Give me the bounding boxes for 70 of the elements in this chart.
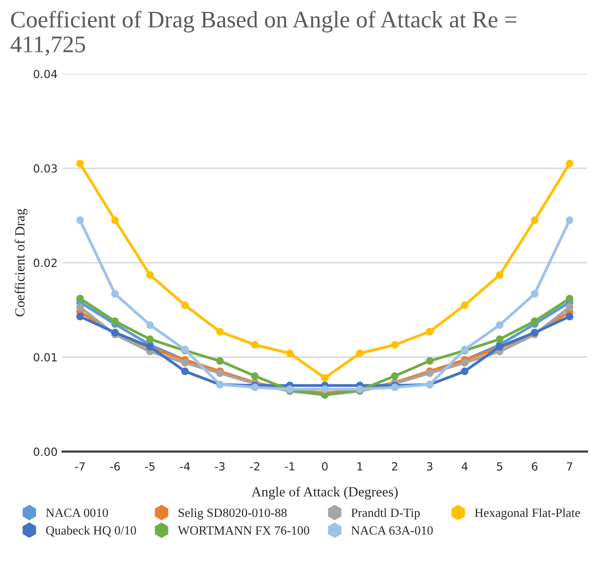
point xyxy=(111,290,119,298)
x-tick-label: -6 xyxy=(110,462,120,471)
point xyxy=(146,271,154,279)
point xyxy=(566,303,574,311)
point xyxy=(530,317,538,326)
point xyxy=(111,317,119,326)
point xyxy=(76,312,84,320)
x-tick-label: 6 xyxy=(532,462,538,471)
point xyxy=(426,357,434,365)
point xyxy=(251,372,259,380)
point xyxy=(76,294,84,302)
legend-label: WORTMANN FX 76-100 xyxy=(178,526,310,535)
point xyxy=(76,160,84,168)
point xyxy=(496,271,504,279)
point xyxy=(76,216,84,224)
point xyxy=(356,350,364,358)
x-tick-label: -7 xyxy=(75,462,85,470)
point xyxy=(76,303,84,311)
point xyxy=(460,358,468,367)
point xyxy=(216,328,224,336)
point xyxy=(181,358,189,367)
point xyxy=(146,335,154,344)
chart-title: Coefficient of Drag Based on Angle of Attack at Re = 411,725 xyxy=(10,10,516,56)
point xyxy=(181,367,189,376)
x-tick-label: 5 xyxy=(496,462,502,471)
x-tick-label: -2 xyxy=(250,462,260,470)
x-tick-label: 2 xyxy=(392,462,398,470)
x-tick-label: -1 xyxy=(284,462,294,470)
point xyxy=(390,372,399,380)
x-tick-label: 4 xyxy=(462,462,468,470)
point xyxy=(286,350,294,358)
y-tick-label: 0.01 xyxy=(34,353,57,362)
point xyxy=(530,216,538,224)
legend-label: Quabeck HQ 0/10 xyxy=(46,526,136,537)
point xyxy=(496,321,504,329)
point xyxy=(321,385,329,394)
point xyxy=(460,367,468,376)
legend-label: Hexagonal Flat-Plate xyxy=(474,508,580,520)
point xyxy=(251,341,259,349)
y-tick-label: 0.02 xyxy=(34,258,57,268)
point xyxy=(146,321,154,329)
x-tick-label: 7 xyxy=(566,462,572,470)
y-tick-label: 0.04 xyxy=(34,70,58,78)
point xyxy=(566,160,574,168)
point xyxy=(566,312,574,320)
legend-label: NACA 0010 xyxy=(46,508,108,518)
x-tick-label: 1 xyxy=(357,462,362,470)
y-axis-title: Coefficient of Drag xyxy=(14,208,28,316)
x-axis-title: Angle of Attack (Degrees) xyxy=(251,486,398,500)
y-tick-label: 0.03 xyxy=(34,164,57,173)
x-tick-label: -5 xyxy=(145,462,155,471)
point xyxy=(181,301,189,310)
point xyxy=(460,301,468,310)
point xyxy=(496,335,504,344)
x-tick-label: -4 xyxy=(180,462,190,470)
point xyxy=(530,290,538,298)
point xyxy=(426,328,434,336)
x-tick-label: 0 xyxy=(322,462,328,471)
point xyxy=(566,216,574,224)
point xyxy=(566,294,574,302)
point xyxy=(111,216,119,224)
legend-label: Prandtl D-Tip xyxy=(351,508,420,520)
x-tick-label: -3 xyxy=(214,462,225,471)
point xyxy=(321,374,329,382)
y-tick-label: 0.00 xyxy=(34,448,57,456)
point xyxy=(216,357,224,365)
legend-label: Selig SD8020-010-88 xyxy=(178,508,287,520)
point xyxy=(390,341,399,349)
x-tick-label: 3 xyxy=(427,462,432,471)
legend-label: NACA 63A-010 xyxy=(351,526,433,535)
